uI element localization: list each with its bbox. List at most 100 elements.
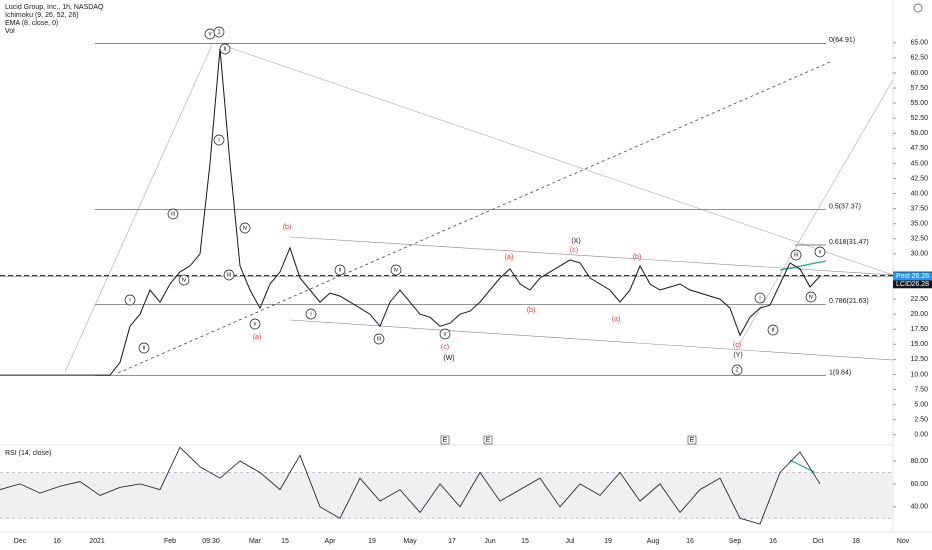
wave-circle (239, 222, 251, 234)
fib-label: 0(64.91) (829, 37, 855, 44)
y-tick-label: 35.00 (910, 221, 928, 228)
x-tick-label: 16 (686, 538, 694, 545)
wave-circle (814, 246, 826, 258)
event-box (687, 435, 697, 445)
wave-label: (a) (612, 316, 621, 323)
x-tick-label: Apr (325, 538, 337, 545)
indicator-label: Ichimoku (9, 26, 52, 26) (5, 12, 79, 19)
wave-label: (Y) (733, 352, 742, 359)
x-tick-label: Feb (164, 538, 176, 545)
x-tick-label: 15 (521, 538, 529, 545)
wave-label: E (486, 437, 491, 444)
x-tick-label: 09:30 (202, 538, 220, 545)
wave-circle (731, 364, 743, 376)
price-badge (893, 280, 932, 289)
rsi-line (0, 446, 821, 525)
indicator-label: EMA (8, close, 0) (5, 20, 58, 27)
x-tick-label: 17 (448, 538, 456, 545)
rsi-tick-label: 60.00 (910, 481, 928, 488)
channel-line (289, 236, 894, 276)
wave-circle (334, 264, 346, 276)
y-tick-label: 42.50 (910, 175, 928, 182)
fib-label: 1(9.84) (829, 369, 851, 376)
wave-label: 2 (735, 368, 739, 374)
y-tick-label: 0.00 (914, 432, 928, 439)
x-tick-label: Oct (813, 538, 824, 545)
wave-circle (805, 291, 817, 303)
wave-label: iii (377, 337, 381, 343)
wave-circle (249, 318, 261, 330)
wave-label: i (218, 138, 219, 144)
x-tick-label: Sep (729, 538, 742, 545)
x-tick-label: 16 (769, 538, 777, 545)
y-tick-label: 5.00 (914, 401, 928, 408)
x-tick-label: May (403, 538, 417, 545)
wave-label: (W) (443, 355, 454, 362)
wave-label: (a) (253, 334, 262, 341)
rsi-tick-label: 40.00 (910, 504, 928, 511)
y-tick-label: 60.00 (910, 70, 928, 77)
rsi-tick-label: 80.00 (910, 458, 928, 465)
rsi-band (0, 472, 893, 519)
y-tick-label: 45.00 (910, 160, 928, 167)
wave-label: (b) (283, 224, 292, 231)
wave-circle (178, 274, 190, 286)
y-tick-label: 17.50 (910, 326, 928, 333)
y-tick-label: 20.00 (910, 311, 928, 318)
y-tick-label: 47.50 (910, 145, 928, 152)
fib-label: 0.618(31.47) (829, 239, 869, 246)
x-tick-label: 19 (368, 538, 376, 545)
rsi-title: RSI (14, close) (5, 450, 51, 457)
y-tick-label: 55.00 (910, 100, 928, 107)
wave-label: (a) (505, 254, 514, 261)
chart-title: Lucid Group, Inc., 1h, NASDAQ (5, 4, 104, 11)
wave-label: iv (243, 226, 247, 232)
x-tick-label: Nov (897, 538, 910, 545)
y-tick-label: 2.50 (914, 417, 928, 424)
event-box (440, 435, 450, 445)
wave-label: iii (227, 273, 231, 279)
price-badge (893, 272, 932, 281)
price-badge-label: 26.28 (911, 273, 929, 280)
wave-label: ii (224, 47, 227, 53)
wave-circle (167, 208, 179, 220)
wave-label: iv (809, 295, 813, 301)
wave-circle (213, 134, 225, 146)
y-tick-label: 15.00 (910, 341, 928, 348)
wave-circle (390, 264, 402, 276)
trend-line (64, 44, 213, 373)
price-badge-label: 26.28 (911, 281, 929, 288)
y-tick-label: 52.50 (910, 115, 928, 122)
wave-circle (767, 324, 779, 336)
wave-label: iv (394, 268, 398, 274)
price-badge-name: LCID (896, 281, 912, 288)
y-tick-label: 7.50 (914, 386, 928, 393)
y-tick-label: 22.50 (910, 296, 928, 303)
x-tick-label: 16 (53, 538, 61, 545)
settings-icon[interactable] (913, 3, 923, 13)
x-tick-label: Aug (647, 538, 660, 545)
event-box (483, 435, 493, 445)
x-tick-label: 2021 (89, 538, 105, 545)
wave-circle (213, 26, 225, 38)
wave-circle (439, 328, 451, 340)
wave-label: (c) (441, 344, 449, 351)
wave-circle (754, 292, 766, 304)
wave-label: E (443, 437, 448, 444)
wave-label: v (209, 32, 212, 38)
fib-label: 0.786(21.63) (829, 298, 869, 305)
trend-line (224, 45, 894, 276)
x-tick-label: 15 (281, 538, 289, 545)
wave-label: (b) (633, 254, 642, 261)
y-tick-label: 65.00 (910, 40, 928, 47)
wave-label: v (819, 250, 822, 256)
indicator-label: Vol (5, 28, 15, 35)
wave-label: iii (171, 212, 175, 218)
trend-line (735, 79, 894, 351)
wave-label: 1 (217, 30, 221, 36)
wave-label: (c) (570, 247, 578, 254)
x-tick-label: Mar (249, 538, 262, 545)
price-line-series (0, 48, 821, 376)
